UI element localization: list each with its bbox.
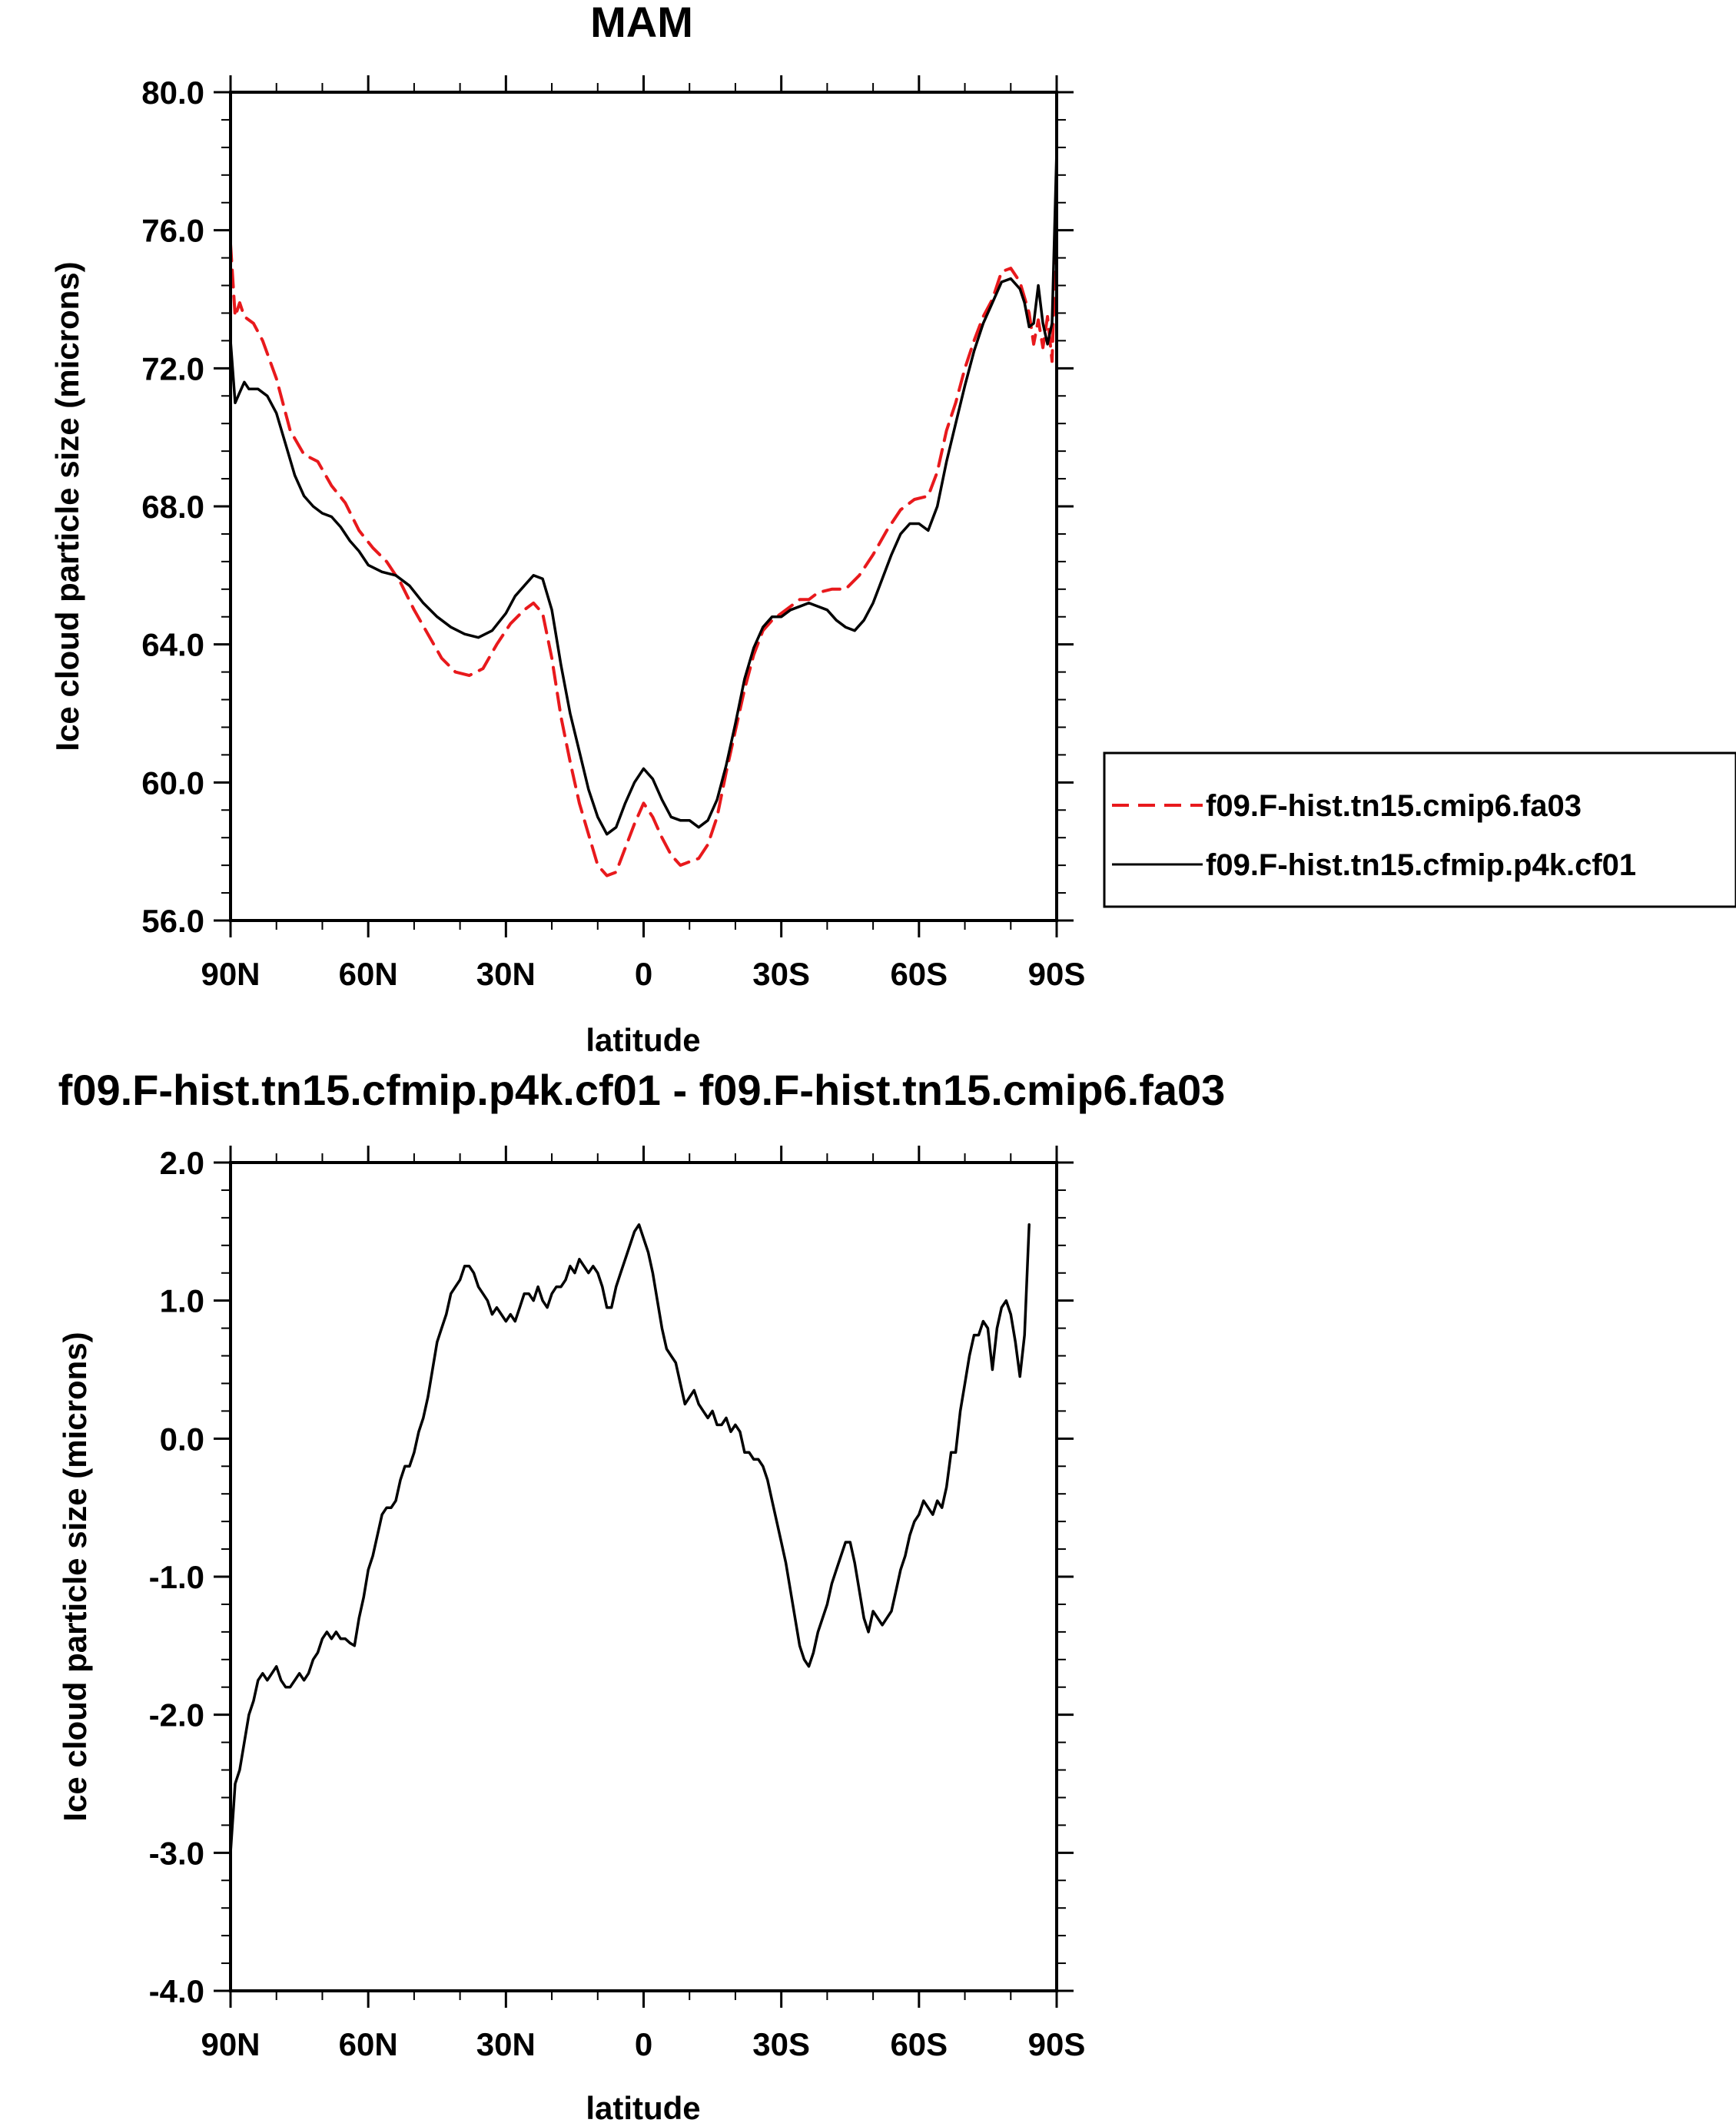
top-x-axis-label: latitude bbox=[586, 1022, 700, 1058]
x-tick-label: 30S bbox=[752, 956, 810, 992]
x-tick-label: 30N bbox=[476, 956, 536, 992]
series-line-1 bbox=[229, 1223, 1031, 1855]
legend-box bbox=[1103, 751, 1736, 908]
bottom-plot-frame bbox=[229, 1161, 1058, 1992]
y-tick-label: -2.0 bbox=[149, 1697, 204, 1733]
bottom-x-tick-labels: 90N 60N 30N 0 30S 60S 90S bbox=[201, 2026, 1085, 2062]
y-tick-label: 60.0 bbox=[141, 765, 204, 801]
legend-entry-1: f09.F-hist.tn15.cmip6.fa03 bbox=[1206, 789, 1582, 823]
series-line-2 bbox=[229, 149, 1058, 836]
top-chart-title: MAM bbox=[590, 0, 693, 46]
y-tick-label: 80.0 bbox=[141, 75, 204, 111]
y-tick-label: -1.0 bbox=[149, 1559, 204, 1595]
top-plot-frame bbox=[229, 91, 1058, 922]
x-tick-label: 30N bbox=[476, 2026, 536, 2062]
top-y-tick-labels: 56.0 60.0 64.0 68.0 72.0 76.0 80.0 bbox=[141, 75, 204, 939]
y-tick-label: 2.0 bbox=[160, 1145, 204, 1181]
x-tick-label: 30S bbox=[752, 2026, 810, 2062]
x-tick-label: 90N bbox=[201, 956, 260, 992]
x-tick-label: 60S bbox=[890, 956, 948, 992]
bottom-chart: f09.F-hist.tn15.cfmip.p4k.cf01 - f09.F-h… bbox=[57, 1066, 1225, 2123]
bottom-chart-title: f09.F-hist.tn15.cfmip.p4k.cf01 - f09.F-h… bbox=[58, 1066, 1226, 1114]
top-axis-ticks bbox=[214, 75, 1074, 937]
bottom-axis-ticks bbox=[214, 1146, 1074, 2008]
top-data-lines bbox=[229, 149, 1058, 877]
x-tick-label: 60N bbox=[339, 2026, 398, 2062]
bottom-data-lines bbox=[229, 1223, 1031, 1855]
y-tick-label: -4.0 bbox=[149, 1973, 204, 2009]
y-tick-label: 68.0 bbox=[141, 489, 204, 525]
x-tick-label: 0 bbox=[635, 956, 652, 992]
bottom-y-axis-label: Ice cloud particle size (microns) bbox=[57, 1332, 93, 1821]
top-chart: MAM 56.0 60.0 64.0 68.0 72.0 76.0 80.0 90N 60N 3… bbox=[49, 0, 1736, 1058]
y-tick-label: 64.0 bbox=[141, 627, 204, 663]
x-tick-label: 60S bbox=[890, 2026, 948, 2062]
y-tick-label: 72.0 bbox=[141, 350, 204, 386]
x-tick-label: 90N bbox=[201, 2026, 260, 2062]
y-tick-label: -3.0 bbox=[149, 1835, 204, 1871]
legend: f09.F-hist.tn15.cmip6.fa03 f09.F-hist.tn… bbox=[1103, 751, 1736, 908]
x-tick-label: 90S bbox=[1028, 2026, 1086, 2062]
y-tick-label: 1.0 bbox=[160, 1283, 204, 1319]
series-line-1 bbox=[229, 211, 1058, 877]
y-tick-label: 0.0 bbox=[160, 1421, 204, 1457]
x-tick-label: 0 bbox=[635, 2026, 652, 2062]
bottom-y-tick-labels: -4.0 -3.0 -2.0 -1.0 0.0 1.0 2.0 bbox=[149, 1145, 204, 2009]
legend-entry-2: f09.F-hist.tn15.cfmip.p4k.cf01 bbox=[1206, 848, 1636, 882]
y-tick-label: 56.0 bbox=[141, 903, 204, 939]
bottom-x-axis-label: latitude bbox=[586, 2090, 700, 2123]
x-tick-label: 90S bbox=[1028, 956, 1086, 992]
y-tick-label: 76.0 bbox=[141, 213, 204, 249]
x-tick-label: 60N bbox=[339, 956, 398, 992]
top-x-tick-labels: 90N 60N 30N 0 30S 60S 90S bbox=[201, 956, 1085, 992]
top-y-axis-label: Ice cloud particle size (microns) bbox=[49, 261, 85, 751]
